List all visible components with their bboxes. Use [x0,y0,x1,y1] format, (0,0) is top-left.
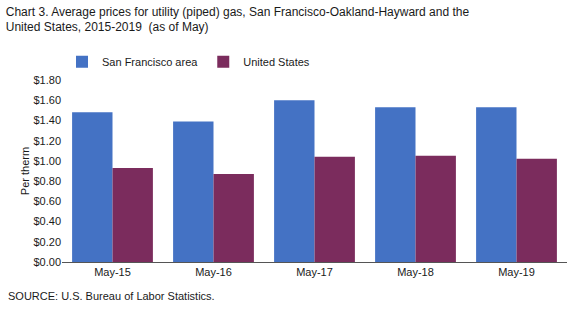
svg-text:$1.00: $1.00 [33,155,61,167]
svg-text:$0.60: $0.60 [33,195,61,207]
svg-text:$0.40: $0.40 [33,215,61,227]
svg-text:$0.20: $0.20 [33,236,61,248]
svg-text:May-19: May-19 [498,266,535,278]
svg-text:Chart 3. Average prices for ut: Chart 3. Average prices for utility (pip… [6,5,470,35]
svg-text:$1.20: $1.20 [33,135,61,147]
svg-text:SOURCE: U.S. Bureau of Labor S: SOURCE: U.S. Bureau of Labor Statistics. [8,290,215,302]
svg-text:Per therm: Per therm [19,147,31,195]
svg-text:$0.80: $0.80 [33,175,61,187]
svg-text:May-17: May-17 [296,266,333,278]
svg-text:$1.80: $1.80 [33,74,61,86]
svg-text:$1.40: $1.40 [33,114,61,126]
svg-text:United States: United States [243,56,310,68]
svg-text:May-18: May-18 [397,266,434,278]
svg-text:San Francisco area: San Francisco area [102,56,198,68]
svg-text:May-16: May-16 [195,266,232,278]
svg-text:$1.60: $1.60 [33,94,61,106]
svg-text:May-15: May-15 [94,266,131,278]
svg-text:$0.00: $0.00 [33,256,61,268]
